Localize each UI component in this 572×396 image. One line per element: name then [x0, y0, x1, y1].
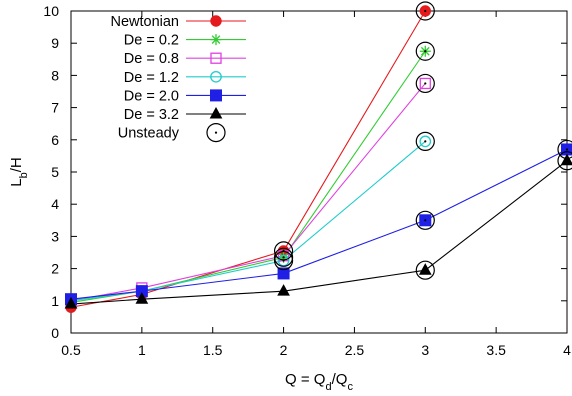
data-point-de-3-2 [277, 284, 290, 296]
x-tick-label: 0.5 [61, 342, 81, 358]
unsteady-point [415, 260, 435, 280]
y-tick-label: 10 [43, 3, 59, 19]
unsteady-point [415, 1, 435, 21]
legend-item-de-3-2: De = 3.2 [124, 106, 246, 123]
legend-label: De = 0.8 [124, 51, 179, 67]
unsteady-point [415, 73, 435, 94]
legend-label: De = 1.2 [124, 70, 179, 86]
legend-marker [210, 34, 222, 46]
y-tick-label: 4 [51, 196, 59, 212]
series-line-de-2-0 [70, 148, 568, 300]
legend-marker [210, 70, 222, 83]
series-line-de-0-2 [70, 50, 426, 303]
legend-marker [210, 89, 222, 102]
data-point-de-1-2 [419, 135, 432, 148]
x-tick-label: 2.5 [345, 342, 365, 358]
data-point-de-0-8 [419, 77, 431, 90]
legend-label: De = 2.0 [124, 88, 179, 104]
y-tick-label: 2 [51, 261, 59, 277]
axis-ticks: 0.5 1 1.5 2 2.5 3 3.5 4 0 1 2 3 4 5 6 7 8 9 10 [43, 3, 571, 358]
series-line-de-0-8 [70, 83, 426, 302]
unsteady-point [415, 210, 435, 230]
y-tick-label: 8 [51, 67, 59, 83]
x-tick-label: 1.5 [203, 342, 223, 358]
legend-label: Newtonian [110, 14, 179, 30]
data-point-de-3-2 [135, 292, 149, 304]
legend-marker [206, 123, 226, 143]
axis-titles: Q = Qd/Qc Lb/H [8, 157, 353, 393]
data-point-de-3-2 [64, 296, 78, 309]
legend-item-de-2-0: De = 2.0 [124, 88, 246, 104]
unsteady-point [557, 139, 572, 160]
x-tick-label: 1 [138, 342, 146, 358]
legend-item-unsteady: Unsteady [118, 123, 226, 143]
legend-item-newtonian: Newtonian [110, 14, 246, 30]
y-tick-label: 6 [51, 132, 59, 148]
y-tick-label: 3 [51, 228, 59, 244]
unsteady-markers [273, 1, 572, 280]
legend-marker [209, 106, 223, 119]
legend: Newtonian De = 0.2 De = 0.8 De = 1.2 De = 2.… [110, 14, 246, 143]
y-axis-title: Lb/H [8, 157, 30, 186]
x-tick-label: 3.5 [486, 342, 506, 358]
legend-item-de-0-2: De = 0.2 [124, 33, 246, 49]
series-line-de-1-2 [70, 140, 426, 302]
x-tick-label: 4 [563, 342, 571, 358]
legend-label: De = 0.2 [124, 33, 179, 49]
y-tick-label: 7 [51, 100, 59, 116]
y-tick-label: 1 [51, 293, 59, 309]
legend-item-de-1-2: De = 1.2 [124, 70, 246, 86]
data-point-de-2-0 [277, 267, 290, 280]
legend-label: Unsteady [118, 126, 180, 142]
legend-marker [210, 52, 222, 64]
x-tick-label: 2 [280, 342, 288, 358]
y-tick-label: 9 [51, 35, 59, 51]
series-line-newtonian [70, 10, 426, 308]
unsteady-point [415, 41, 435, 61]
legend-item-de-0-8: De = 0.8 [124, 51, 246, 67]
legend-label: De = 3.2 [124, 107, 179, 123]
unsteady-point [273, 250, 294, 271]
y-tick-label: 0 [51, 325, 59, 341]
unsteady-point [557, 151, 572, 171]
x-tick-label: 3 [421, 342, 429, 358]
y-tick-label: 5 [51, 164, 59, 180]
legend-marker [210, 15, 222, 27]
x-axis-title: Q = Qd/Qc [285, 371, 353, 393]
unsteady-point [415, 131, 435, 152]
